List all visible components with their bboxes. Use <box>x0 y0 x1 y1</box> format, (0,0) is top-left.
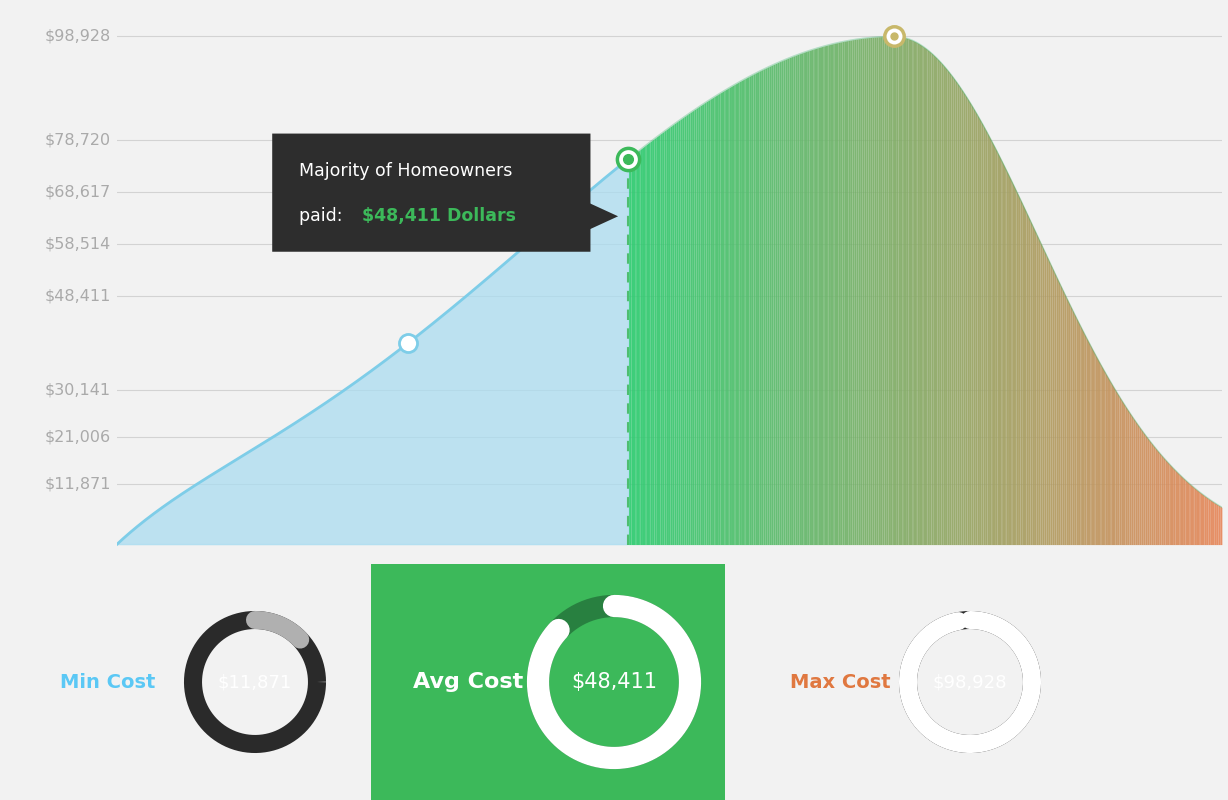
Text: Min Cost: Min Cost <box>60 673 156 691</box>
Text: $98,928: $98,928 <box>933 673 1007 691</box>
Text: $48,411: $48,411 <box>571 672 657 692</box>
Text: $21,006: $21,006 <box>45 429 112 444</box>
Text: Max Cost: Max Cost <box>790 673 890 691</box>
Text: $48,411: $48,411 <box>44 288 112 303</box>
Text: $78,720: $78,720 <box>45 133 112 148</box>
Text: Majority of Homeowners: Majority of Homeowners <box>298 162 512 180</box>
Text: $98,928: $98,928 <box>45 29 112 44</box>
Text: $11,871: $11,871 <box>44 476 112 491</box>
Polygon shape <box>582 200 618 233</box>
Text: $30,141: $30,141 <box>45 382 112 398</box>
Text: Avg Cost: Avg Cost <box>413 672 523 692</box>
Text: $48,411 Dollars: $48,411 Dollars <box>362 207 516 226</box>
FancyBboxPatch shape <box>371 535 725 800</box>
FancyBboxPatch shape <box>273 134 591 252</box>
Polygon shape <box>117 158 629 545</box>
Text: $58,514: $58,514 <box>45 237 112 251</box>
Text: $68,617: $68,617 <box>45 185 112 199</box>
Text: $11,871: $11,871 <box>217 673 292 691</box>
Text: paid:: paid: <box>298 207 348 226</box>
